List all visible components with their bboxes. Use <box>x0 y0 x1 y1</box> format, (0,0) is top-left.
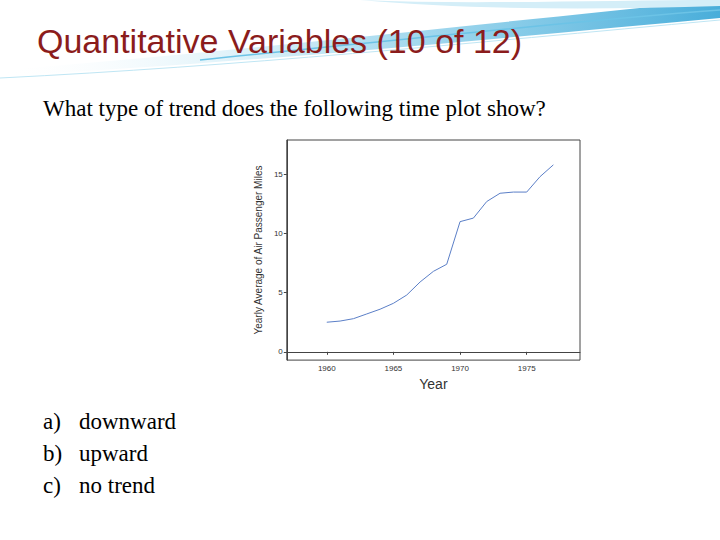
svg-text:Year: Year <box>419 376 448 392</box>
html-text:c): c) <box>43 473 61 498</box>
html-text:What type of trend does the fo: What type of trend does the following ti… <box>43 96 546 121</box>
svg-text:0: 0 <box>278 347 283 356</box>
html-text:upward: upward <box>79 441 148 466</box>
svg-text:1970: 1970 <box>451 364 469 373</box>
html-text:downward: downward <box>79 409 177 434</box>
svg-text:Yearly Average of Air Passenge: Yearly Average of Air Passenger Miles <box>253 166 264 335</box>
html-text:a): a) <box>43 409 61 434</box>
svg-text:1965: 1965 <box>385 364 403 373</box>
html-text:b): b) <box>43 441 63 466</box>
svg-text:10: 10 <box>274 229 283 238</box>
html-text:no trend: no trend <box>79 473 155 498</box>
html-text:Quantitative Variables (10 of: Quantitative Variables (10 of 12) <box>37 22 523 60</box>
svg-text:15: 15 <box>274 170 283 179</box>
svg-text:5: 5 <box>278 288 283 297</box>
svg-text:1960: 1960 <box>318 364 336 373</box>
svg-text:1975: 1975 <box>518 364 536 373</box>
